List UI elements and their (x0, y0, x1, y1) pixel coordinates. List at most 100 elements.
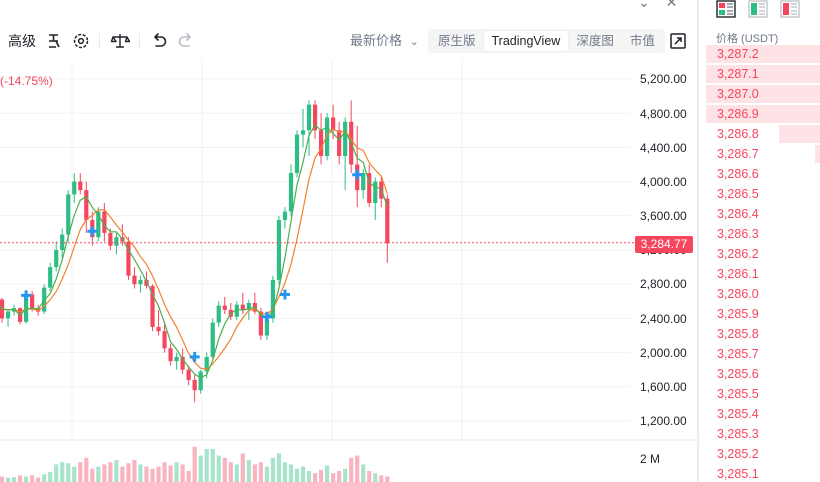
candle-body (318, 130, 324, 156)
settings-icon[interactable] (71, 31, 91, 51)
volume-bar (210, 449, 215, 482)
orderbook-row[interactable]: 3,286.4 (706, 205, 820, 225)
orderbook-price: 3,285.1 (717, 467, 759, 481)
ma-fast-line (0, 124, 388, 379)
volume-bar (228, 462, 233, 482)
orderbook-price: 3,286.3 (717, 227, 759, 241)
candle-body (210, 322, 215, 357)
tab-depth[interactable]: 深度图 (576, 34, 614, 48)
orderbook-row[interactable]: 3,285.5 (706, 385, 820, 405)
volume-bar (138, 464, 143, 482)
orderbook-row[interactable]: 3,286.9 (706, 105, 820, 125)
orderbook-row[interactable]: 3,285.4 (706, 405, 820, 425)
candle-body (48, 267, 53, 288)
chevron-down-icon[interactable]: ⌄ (638, 0, 650, 10)
orderbook-row[interactable]: 3,285.9 (706, 305, 820, 325)
orderbook-row[interactable]: 3,286.8 (706, 125, 820, 145)
candle-body (198, 371, 203, 391)
volume-bar (288, 464, 294, 482)
volume-bar (222, 457, 227, 482)
volume-bar (156, 466, 161, 482)
candle-body (168, 348, 173, 362)
orderbook-row[interactable]: 3,287.1 (706, 65, 820, 85)
orderbook-price: 3,286.6 (717, 167, 759, 181)
orderbook-view-toggle (716, 0, 800, 18)
volume-bar (42, 474, 47, 482)
volume-bar (174, 462, 179, 482)
trade-marker-icon (189, 351, 200, 362)
volume-bar (312, 473, 318, 482)
undo-icon[interactable] (149, 31, 169, 51)
candle-body (186, 369, 191, 380)
depth-bar (815, 145, 820, 163)
balance-icon[interactable] (110, 31, 130, 51)
orderbook-all-icon[interactable] (716, 0, 736, 18)
candle-body (288, 173, 294, 212)
depth-bar (706, 105, 820, 123)
expand-icon[interactable] (668, 31, 688, 51)
orderbook-row[interactable]: 3,286.2 (706, 245, 820, 265)
orderbook-row[interactable]: 3,285.1 (706, 465, 820, 482)
candlestick-chart[interactable] (0, 60, 697, 482)
price-axis-label: 4,800.00 (640, 107, 687, 121)
tab-tradingview[interactable]: TradingView (483, 31, 569, 51)
candle-body (138, 279, 143, 285)
orderbook-buy-icon[interactable] (748, 0, 768, 18)
close-icon[interactable]: ✕ (665, 0, 678, 10)
candle-body (108, 232, 113, 246)
orderbook-price: 3,285.7 (717, 347, 759, 361)
orderbook-row[interactable]: 3,286.0 (706, 285, 820, 305)
orderbook-row[interactable]: 3,285.3 (706, 425, 820, 445)
candle-body (60, 234, 65, 250)
volume-bar (294, 468, 300, 482)
current-price-badge: 3,284.77 (635, 236, 693, 253)
orderbook-price: 3,285.2 (717, 447, 759, 461)
volume-bar (60, 462, 65, 482)
tab-native[interactable]: 原生版 (438, 34, 476, 48)
candle-body (337, 130, 342, 156)
candle-body (331, 117, 336, 131)
candle-body (132, 275, 137, 285)
orderbook-row[interactable]: 3,286.5 (706, 185, 820, 205)
orderbook-price: 3,286.5 (717, 187, 759, 201)
volume-bar (168, 465, 173, 482)
orderbook-row[interactable]: 3,285.8 (706, 325, 820, 345)
orderbook-price: 3,285.8 (717, 327, 759, 341)
orderbook-row[interactable]: 3,286.3 (706, 225, 820, 245)
orderbook-row[interactable]: 3,287.0 (706, 85, 820, 105)
orderbook-row[interactable]: 3,287.2 (706, 45, 820, 65)
orderbook-row[interactable]: 3,285.2 (706, 445, 820, 465)
trade-marker-icon (21, 290, 32, 301)
candle-body (30, 294, 35, 309)
orderbook-row[interactable]: 3,285.6 (706, 365, 820, 385)
orderbook-row[interactable]: 3,286.6 (706, 165, 820, 185)
orderbook-price: 3,285.4 (717, 407, 759, 421)
redo-icon[interactable] (176, 31, 196, 51)
candle-body (144, 279, 149, 286)
orderbook-row[interactable]: 3,286.7 (706, 145, 820, 165)
toolbar-divider (99, 33, 100, 49)
volume-bar (30, 475, 35, 482)
chart-view-switch: 原生版 TradingView 深度图 市值 (428, 29, 665, 53)
orderbook-price: 3,285.5 (717, 387, 759, 401)
volume-bar (282, 462, 288, 482)
orderbook-price: 3,286.2 (717, 247, 759, 261)
candle-body (234, 304, 239, 317)
orderbook-row[interactable]: 3,286.1 (706, 265, 820, 285)
orderbook-price: 3,286.9 (717, 107, 759, 121)
price-axis-label: 3,600.00 (640, 209, 687, 223)
price-type-select[interactable]: 最新价格 ⌄ (350, 28, 419, 54)
panel-divider[interactable] (697, 0, 699, 482)
price-axis-label: 5,200.00 (640, 72, 687, 86)
trade-marker-icon (87, 226, 98, 237)
orderbook-sell-icon[interactable] (780, 0, 800, 18)
orderbook-row[interactable]: 3,285.7 (706, 345, 820, 365)
advanced-indicators-button[interactable]: 高级 (8, 33, 36, 49)
tab-market-cap[interactable]: 市值 (629, 34, 655, 48)
window-controls: ⌄ ✕ (638, 0, 689, 11)
candle-body (361, 173, 366, 191)
volume-bar (132, 460, 137, 482)
volume-bar (306, 471, 312, 482)
candle-body (102, 211, 107, 233)
template-icon[interactable] (44, 31, 64, 51)
